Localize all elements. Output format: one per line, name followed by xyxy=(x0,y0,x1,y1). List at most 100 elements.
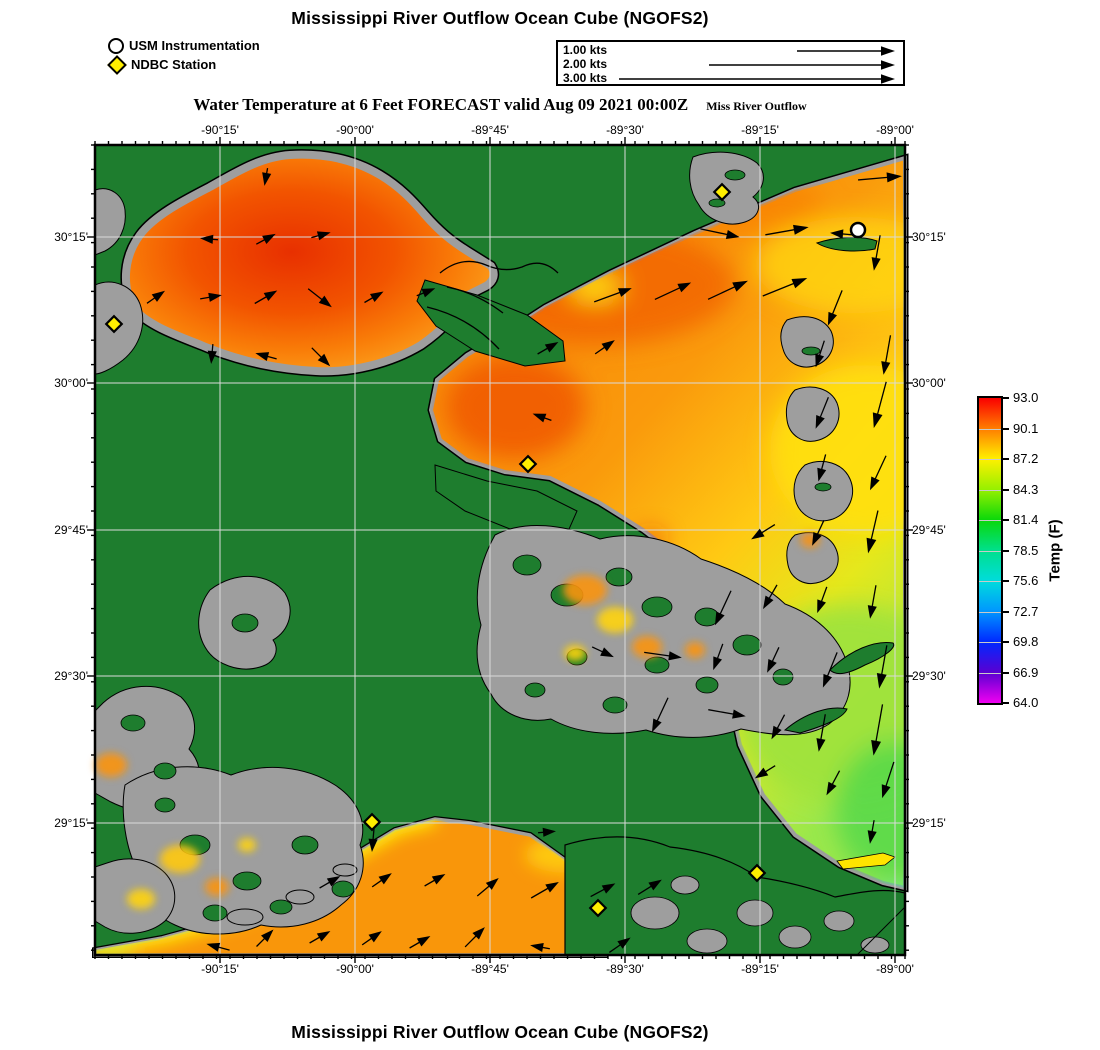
colorbar-gridline xyxy=(979,672,1001,674)
lon-label-bottom: -89°45' xyxy=(471,962,509,976)
axis-ticks xyxy=(87,137,913,963)
colorbar-tick-label: 72.7 xyxy=(1013,603,1039,619)
lon-label-bottom: -89°00' xyxy=(876,962,914,976)
subtitle-main: Water Temperature at 6 Feet FORECAST val… xyxy=(193,95,689,114)
lon-label-top: -90°15' xyxy=(201,123,239,137)
colorbar-tick xyxy=(1003,702,1009,704)
colorbar-tick xyxy=(1003,641,1009,643)
current-vector-arrows xyxy=(146,168,902,953)
current-arrow xyxy=(881,335,892,375)
colorbar-tick-label: 64.0 xyxy=(1013,695,1039,710)
current-arrow xyxy=(858,172,902,183)
current-arrow xyxy=(700,228,740,239)
current-arrow xyxy=(765,224,809,236)
lon-label-top: -89°45' xyxy=(471,123,509,137)
current-arrow xyxy=(311,231,331,241)
current-arrow xyxy=(608,937,631,953)
current-arrow xyxy=(307,288,332,308)
colorbar-gridline xyxy=(979,581,1001,582)
current-arrow xyxy=(311,347,331,367)
current-arrow xyxy=(651,697,669,733)
colorbar-gridline xyxy=(979,611,1001,613)
ndbc-station-marker xyxy=(747,863,767,883)
current-arrow xyxy=(364,291,384,304)
current-arrow xyxy=(876,645,888,689)
current-arrow xyxy=(206,942,230,952)
scale-arrows-icon xyxy=(619,46,895,84)
current-arrow xyxy=(751,524,776,540)
current-arrow xyxy=(767,647,780,673)
marsh-ponds xyxy=(95,532,820,909)
current-arrow xyxy=(593,288,632,303)
current-arrow xyxy=(371,873,392,888)
current-arrow xyxy=(464,927,485,948)
current-arrow xyxy=(532,413,552,423)
colorbar-tick xyxy=(1003,610,1009,613)
colorbar-tick xyxy=(1003,580,1009,582)
current-arrow xyxy=(255,233,276,245)
scale-3kt-label: 3.00 kts xyxy=(563,71,608,85)
colorbar-tick xyxy=(1003,671,1009,674)
colorbar-tick-label: 87.2 xyxy=(1013,451,1039,466)
temperature-map xyxy=(87,137,913,963)
current-arrow xyxy=(872,381,887,429)
current-arrow xyxy=(537,827,556,837)
colorbar-gridline xyxy=(979,489,1001,491)
lon-label-bottom: -89°15' xyxy=(741,962,779,976)
current-arrow xyxy=(309,931,331,944)
subtitle-note: Miss River Outflow xyxy=(706,99,807,113)
lat-label-right: 29°15' xyxy=(912,816,946,830)
current-arrow xyxy=(200,292,222,302)
current-arrow xyxy=(817,586,828,614)
lon-label-top: -89°30' xyxy=(606,123,644,137)
current-arrow xyxy=(200,234,219,244)
current-arrow xyxy=(867,820,877,844)
scale-2kt-label: 2.00 kts xyxy=(563,57,608,71)
lat-label-left: 29°30' xyxy=(54,669,88,683)
current-arrow xyxy=(816,714,826,752)
lon-label-bottom: -89°30' xyxy=(606,962,644,976)
lon-label-bottom: -90°00' xyxy=(336,962,374,976)
current-arrow xyxy=(368,827,378,852)
current-arrow xyxy=(871,704,884,756)
colorbar-tick-label: 66.9 xyxy=(1013,664,1039,680)
current-arrow xyxy=(476,878,499,897)
legend-ndbc-label: NDBC Station xyxy=(131,57,217,72)
lon-label-top: -89°00' xyxy=(876,123,914,137)
ndbc-station-marker xyxy=(712,182,732,202)
station-markers xyxy=(104,182,867,918)
colorbar-tick-label: 69.8 xyxy=(1013,634,1039,649)
colorbar-tick xyxy=(1003,488,1009,491)
current-arrow xyxy=(262,168,272,186)
current-arrow xyxy=(361,931,382,946)
colorbar-gradient xyxy=(979,398,1001,703)
colorbar xyxy=(977,396,1003,705)
deer-island xyxy=(815,236,878,252)
lake-pontchartrain xyxy=(120,149,500,377)
current-arrow xyxy=(255,352,277,361)
current-arrow xyxy=(869,455,887,491)
colorbar-tick-label: 78.5 xyxy=(1013,542,1039,558)
scale-1kt-label: 1.00 kts xyxy=(563,43,608,57)
colorbar-tick-label: 84.3 xyxy=(1013,481,1039,497)
ndbc-station-marker xyxy=(518,454,538,474)
colorbar-gridline xyxy=(979,428,1001,430)
ndbc-diamond-icon xyxy=(107,54,127,75)
current-arrow xyxy=(254,290,278,305)
current-speed-scale-box: 1.00 kts 2.00 kts 3.00 kts xyxy=(556,40,905,86)
colorbar-tick-label: 75.6 xyxy=(1013,573,1039,588)
colorbar-gridline xyxy=(979,550,1001,552)
current-arrow xyxy=(424,874,446,887)
current-arrow xyxy=(871,235,881,271)
current-arrow xyxy=(881,761,895,799)
colorbar-tick xyxy=(1003,427,1009,430)
current-arrow xyxy=(708,709,746,719)
current-arrow xyxy=(713,643,724,671)
colorbar-tick xyxy=(1003,397,1009,399)
current-arrow xyxy=(319,876,341,889)
current-arrow xyxy=(591,646,614,658)
current-arrow xyxy=(654,282,692,301)
ndbc-station-marker xyxy=(362,812,382,832)
footer-title: Mississippi River Outflow Ocean Cube (NG… xyxy=(291,1022,709,1042)
